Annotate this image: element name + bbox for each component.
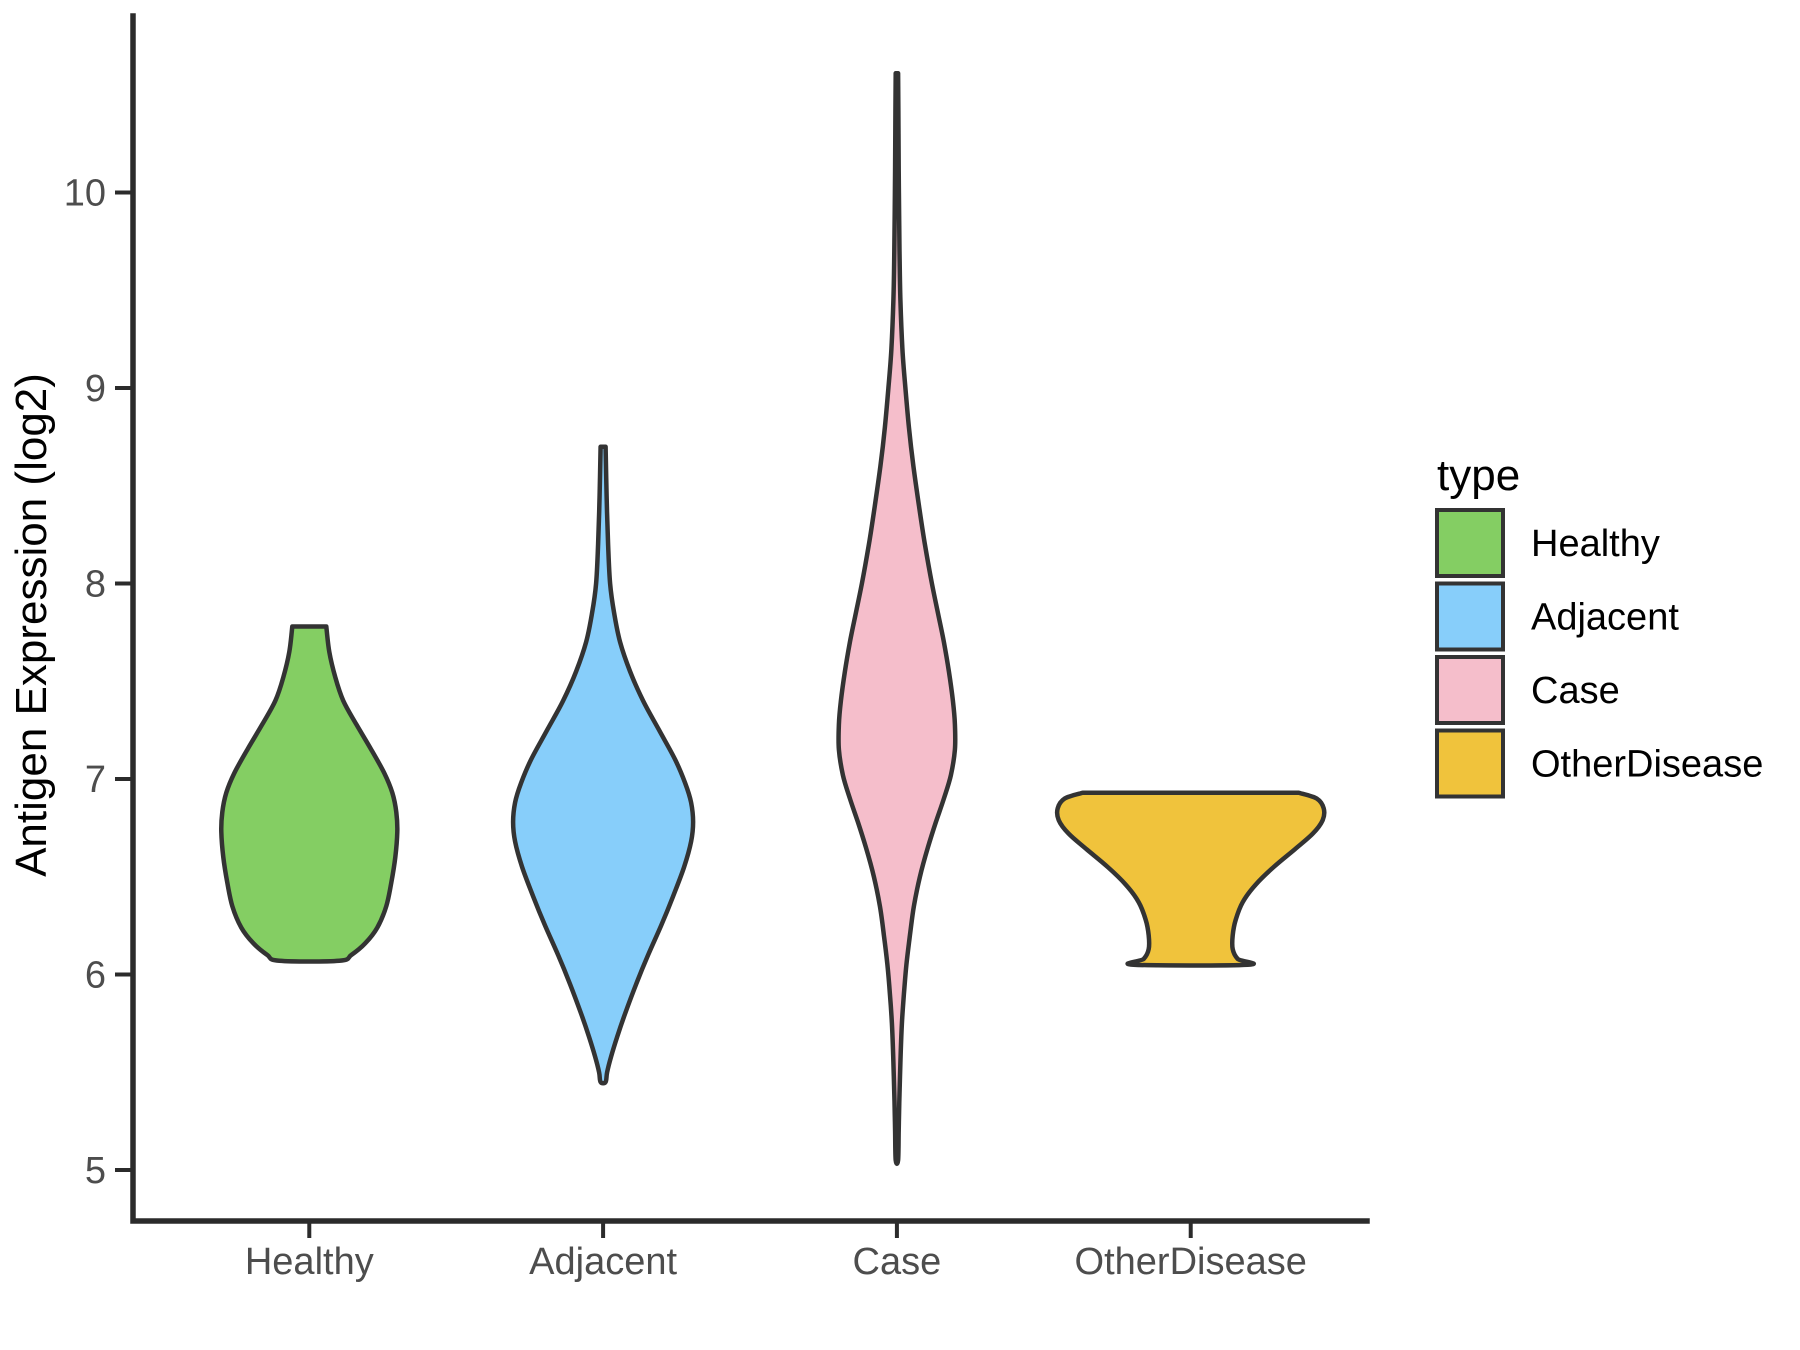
legend-key-adjacent — [1435, 581, 1505, 652]
legend-key-otherdisease — [1435, 728, 1505, 799]
legend-label-healthy: Healthy — [1531, 523, 1660, 565]
violin-otherdisease — [1054, 790, 1327, 968]
legend-label-case: Case — [1531, 670, 1620, 712]
y-tick-label: 9 — [85, 368, 106, 410]
legend-key-case — [1435, 655, 1505, 725]
legend-label-adjacent: Adjacent — [1531, 597, 1679, 639]
y-tick-label: 5 — [85, 1150, 106, 1192]
x-tick-label-healthy: Healthy — [245, 1241, 374, 1283]
violin-case — [836, 70, 958, 1167]
legend-key-healthy — [1435, 508, 1505, 578]
violin-healthy — [219, 624, 400, 964]
x-tick-label-adjacent: Adjacent — [529, 1241, 677, 1283]
axis-lines — [130, 13, 1370, 1224]
x-tick-label-case: Case — [853, 1241, 942, 1283]
y-tick-label: 7 — [85, 759, 106, 801]
y-tick-label: 10 — [64, 173, 106, 215]
y-tick-label: 6 — [85, 955, 106, 997]
legend-label-otherdisease: OtherDisease — [1531, 744, 1763, 786]
y-tick-label: 8 — [85, 564, 106, 606]
y-axis-title: Antigen Expression (log2) — [7, 373, 56, 877]
axes-layer: 5 6 7 8 9 10 Healthy Adjacent Case OtherDisease — [64, 13, 1370, 1283]
legend-title: type — [1437, 451, 1520, 500]
x-tick-label-otherdisease: OtherDisease — [1075, 1241, 1307, 1283]
violin-layer — [219, 70, 1327, 1167]
legend: type Healthy Adjacent Case OtherDisease — [1435, 451, 1763, 799]
violin-adjacent — [510, 444, 696, 1086]
